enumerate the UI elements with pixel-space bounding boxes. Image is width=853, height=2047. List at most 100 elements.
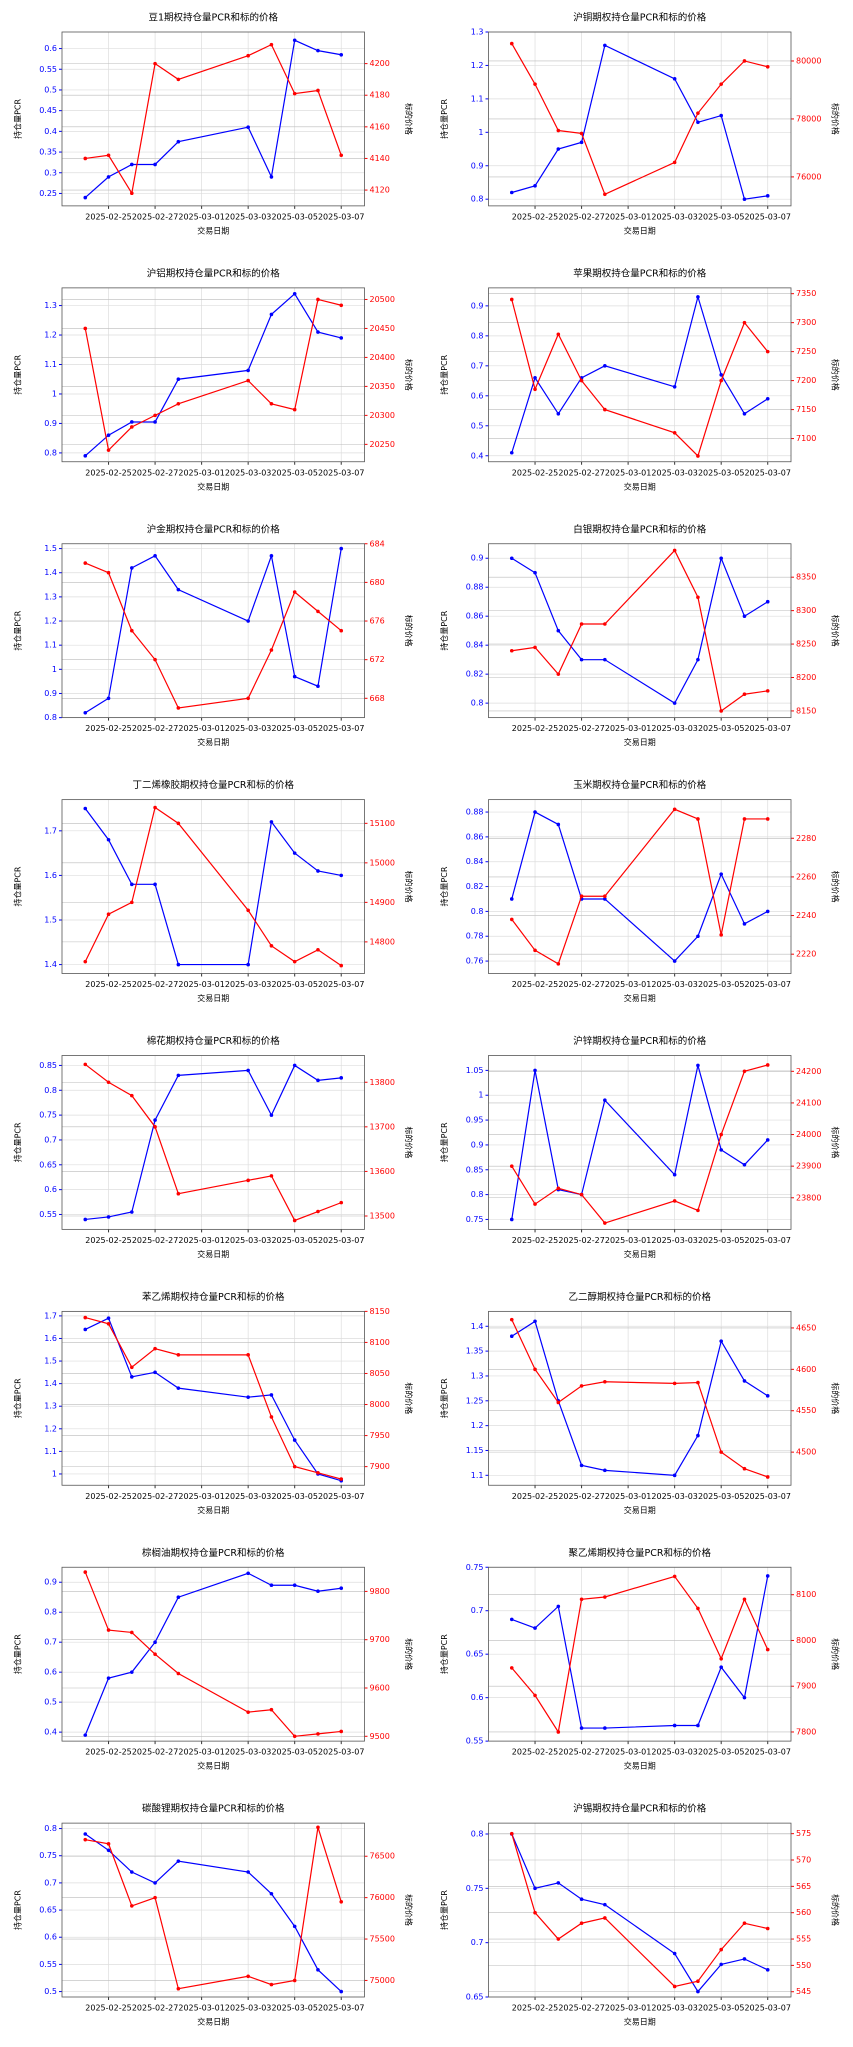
- y2-tick-label: 75500: [370, 1935, 395, 1944]
- y2-tick-label: 7900: [796, 1682, 816, 1691]
- y2-axis-label: 标的价格: [831, 359, 841, 391]
- y-tick-label: 0.4: [44, 1728, 57, 1737]
- y-axis-label: 持仓量PCR: [13, 610, 23, 650]
- x-tick-label: 2025-03-03: [225, 212, 272, 221]
- y2-tick-label: 4180: [370, 91, 390, 100]
- y-tick-label: 0.6: [44, 44, 57, 53]
- data-point: [292, 291, 297, 296]
- y-tick-label: 0.55: [39, 1960, 57, 1969]
- y2-tick-label: 680: [370, 578, 385, 587]
- series-line: [85, 1064, 342, 1221]
- data-point: [292, 1464, 297, 1469]
- y-tick-label: 0.8: [44, 1086, 57, 1095]
- data-point: [765, 689, 770, 693]
- data-point: [106, 1080, 111, 1085]
- y-axis-label: 持仓量PCR: [439, 99, 449, 139]
- data-point: [672, 548, 677, 553]
- y-tick-label: 0.8: [471, 1829, 484, 1838]
- y2-tick-label: 7350: [796, 289, 816, 298]
- y-tick-label: 0.9: [44, 419, 57, 428]
- y2-tick-label: 4140: [370, 154, 390, 163]
- y-tick-label: 0.45: [39, 106, 57, 115]
- data-point: [316, 1471, 320, 1475]
- data-point: [603, 894, 607, 899]
- data-point: [292, 674, 297, 679]
- x-tick-label: 2025-03-05: [271, 468, 318, 477]
- data-point: [153, 805, 157, 810]
- data-point: [83, 195, 88, 200]
- y-tick-label: 1.7: [44, 1311, 57, 1320]
- data-point: [509, 450, 514, 455]
- data-point: [339, 336, 344, 340]
- x-tick-label: 2025-03-03: [225, 1492, 272, 1501]
- series-line: [511, 1319, 768, 1478]
- y-tick-label: 0.75: [466, 1884, 484, 1893]
- data-point: [696, 595, 700, 600]
- data-point: [176, 139, 181, 144]
- y-tick-label: 0.7: [44, 1878, 57, 1887]
- x-tick-label: 2025-02-25: [85, 1492, 132, 1501]
- data-point: [83, 1327, 88, 1332]
- y-tick-label: 1.3: [44, 592, 57, 601]
- data-point: [176, 377, 181, 382]
- y-tick-label: 1: [52, 665, 57, 674]
- data-point: [106, 1848, 111, 1853]
- y2-tick-label: 9600: [370, 1683, 390, 1692]
- x-tick-label: 2025-03-03: [225, 2004, 272, 2013]
- data-point: [556, 147, 561, 151]
- data-point: [696, 1063, 700, 1068]
- plot-frame: [488, 799, 792, 974]
- y2-axis-label: 标的价格: [831, 615, 841, 647]
- data-point: [509, 1217, 514, 1222]
- y2-tick-label: 7200: [796, 376, 816, 385]
- data-point: [603, 622, 607, 626]
- data-point: [509, 1831, 514, 1836]
- plot-frame: [61, 1822, 365, 1998]
- x-tick-label: 2025-03-01: [178, 1492, 225, 1501]
- x-tick-label: 2025-03-07: [318, 1236, 365, 1245]
- data-point: [509, 1164, 514, 1168]
- x-tick-label: 2025-03-01: [178, 724, 225, 733]
- y-tick-label: 0.5: [44, 85, 57, 94]
- y-tick-label: 1.5: [44, 544, 57, 553]
- data-point: [106, 1842, 111, 1846]
- data-point: [603, 657, 607, 662]
- data-point: [556, 1604, 561, 1609]
- y-tick-label: 0.4: [471, 451, 484, 460]
- data-point: [533, 184, 537, 188]
- y-tick-label: 0.8: [44, 1824, 57, 1833]
- data-point: [292, 959, 297, 964]
- x-axis-label: 交易日期: [624, 993, 656, 1003]
- data-point: [339, 1899, 344, 1904]
- x-tick-label: 2025-03-03: [651, 468, 698, 477]
- y2-tick-label: 8350: [796, 573, 816, 582]
- x-tick-label: 2025-03-01: [605, 468, 652, 477]
- y-tick-label: 0.25: [39, 189, 57, 198]
- x-tick-label: 2025-03-07: [318, 212, 365, 221]
- data-point: [579, 1597, 584, 1602]
- x-tick-label: 2025-02-27: [558, 2004, 605, 2013]
- data-point: [509, 190, 514, 195]
- data-point: [696, 454, 700, 458]
- chart-title: 棕榈油期权持仓量PCR和标的价格: [142, 1547, 285, 1559]
- data-point: [696, 1723, 700, 1728]
- x-tick-label: 2025-02-27: [558, 212, 605, 221]
- data-point: [719, 933, 723, 937]
- y2-tick-label: 9800: [370, 1587, 390, 1596]
- y-tick-label: 0.55: [39, 1210, 57, 1219]
- data-point: [269, 1707, 274, 1712]
- x-tick-label: 2025-02-25: [512, 1492, 559, 1501]
- y-tick-label: 0.55: [39, 65, 57, 74]
- x-tick-label: 2025-03-05: [698, 980, 745, 989]
- data-point: [176, 706, 181, 710]
- data-point: [106, 1628, 111, 1632]
- x-tick-label: 2025-03-05: [698, 212, 745, 221]
- y2-axis-label: 标的价格: [404, 103, 414, 135]
- x-tick-label: 2025-02-27: [558, 1748, 605, 1757]
- data-point: [579, 657, 584, 662]
- y-tick-label: 1.2: [44, 1424, 57, 1433]
